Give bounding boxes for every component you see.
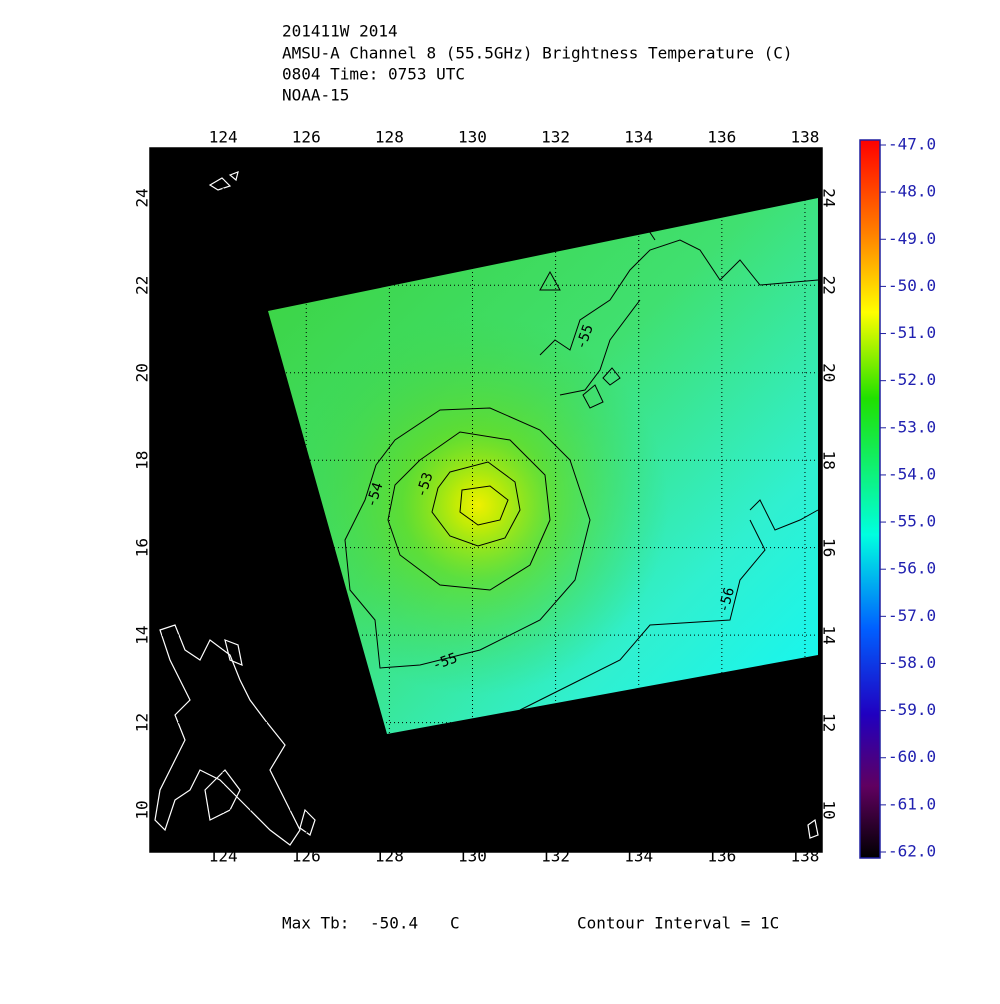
x-tick-label-bottom: 126 bbox=[292, 847, 321, 866]
x-tick-label-bottom: 134 bbox=[624, 847, 653, 866]
x-tick-label-top: 138 bbox=[791, 128, 820, 147]
colorbar-label: -55.0 bbox=[888, 512, 936, 531]
colorbar-label: -58.0 bbox=[888, 653, 936, 672]
colorbar-label: -50.0 bbox=[888, 276, 936, 295]
colorbar-label: -62.0 bbox=[888, 842, 936, 861]
colorbar-label: -59.0 bbox=[888, 700, 936, 719]
plot-frame bbox=[149, 147, 823, 853]
x-tick-label-top: 128 bbox=[375, 128, 404, 147]
x-tick-label-bottom: 136 bbox=[707, 847, 736, 866]
colorbar-label: -57.0 bbox=[888, 606, 936, 625]
title-line: 0804 Time: 0753 UTC bbox=[282, 65, 465, 84]
y-tick-label-right: 24 bbox=[820, 188, 839, 207]
contour-label: -54 bbox=[363, 480, 386, 509]
y-tick-label-left: 24 bbox=[133, 188, 152, 207]
y-tick-label-left: 18 bbox=[133, 451, 152, 470]
x-tick-label-top: 132 bbox=[541, 128, 570, 147]
footer: Max Tb: -50.4 C Contour Interval = 1C bbox=[282, 914, 779, 933]
warm-core bbox=[268, 198, 818, 734]
y-tick-label-right: 10 bbox=[820, 800, 839, 819]
colorbar-label: -51.0 bbox=[888, 323, 936, 342]
colorbar-label: -48.0 bbox=[888, 182, 936, 201]
contour-label: -56 bbox=[716, 586, 738, 615]
colorbar-label: -60.0 bbox=[888, 747, 936, 766]
colorbar-label: -56.0 bbox=[888, 559, 936, 578]
x-tick-label-bottom: 128 bbox=[375, 847, 404, 866]
title-line: NOAA-15 bbox=[282, 86, 349, 105]
x-tick-label-bottom: 138 bbox=[791, 847, 820, 866]
contour-label: -53 bbox=[413, 470, 436, 499]
title-line: 201411W 2014 bbox=[282, 22, 398, 41]
y-tick-label-left: 16 bbox=[133, 538, 152, 557]
y-tick-label-left: 12 bbox=[133, 713, 152, 732]
x-tick-label-top: 134 bbox=[624, 128, 653, 147]
y-tick-label-right: 16 bbox=[820, 538, 839, 557]
x-tick-label-bottom: 130 bbox=[458, 847, 487, 866]
y-tick-label-left: 14 bbox=[133, 625, 152, 644]
colorbar-label: -61.0 bbox=[888, 794, 936, 813]
y-tick-label-left: 10 bbox=[133, 800, 152, 819]
y-tick-label-right: 14 bbox=[820, 625, 839, 644]
contour-interval: Contour Interval = 1C bbox=[577, 914, 779, 933]
map-layer bbox=[150, 148, 822, 852]
colorbar-label: -47.0 bbox=[888, 135, 936, 154]
x-tick-label-bottom: 132 bbox=[541, 847, 570, 866]
y-tick-label-left: 20 bbox=[133, 363, 152, 382]
x-tick-label-top: 126 bbox=[292, 128, 321, 147]
colorbar-label: -54.0 bbox=[888, 464, 936, 483]
max-tb-value: -50.4 bbox=[370, 914, 418, 933]
max-tb-label: Max Tb: bbox=[282, 914, 349, 933]
x-tick-label-bottom: 124 bbox=[209, 847, 238, 866]
x-tick-label-top: 124 bbox=[209, 128, 238, 147]
colorbar bbox=[859, 139, 881, 859]
y-tick-label-right: 22 bbox=[820, 276, 839, 295]
titles: 201411W 2014 AMSU-A Channel 8 (55.5GHz) … bbox=[282, 22, 793, 105]
max-tb-unit: C bbox=[450, 914, 460, 933]
y-tick-label-right: 12 bbox=[820, 713, 839, 732]
x-tick-label-top: 130 bbox=[458, 128, 487, 147]
title-line: AMSU-A Channel 8 (55.5GHz) Brightness Te… bbox=[282, 44, 793, 63]
y-tick-label-right: 20 bbox=[820, 363, 839, 382]
y-tick-label-right: 18 bbox=[820, 451, 839, 470]
contours bbox=[344, 224, 819, 711]
colorbar-label: -49.0 bbox=[888, 229, 936, 248]
colorbar-label: -52.0 bbox=[888, 370, 936, 389]
colorbar-label: -53.0 bbox=[888, 417, 936, 436]
y-tick-label-left: 22 bbox=[133, 276, 152, 295]
x-tick-label-top: 136 bbox=[707, 128, 736, 147]
